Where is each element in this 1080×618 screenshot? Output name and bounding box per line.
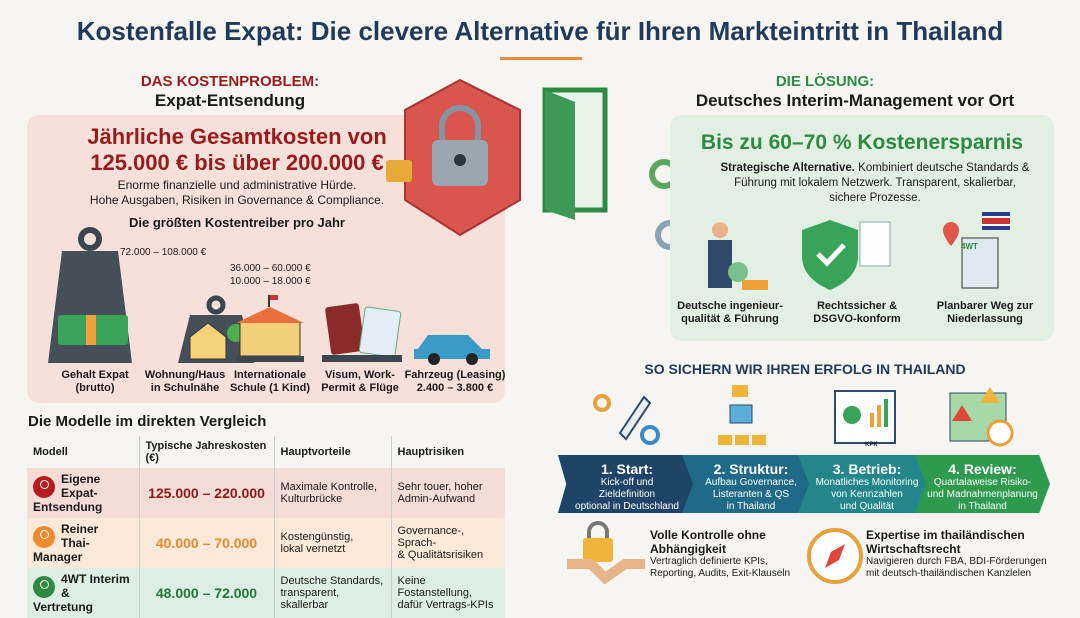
page-title: Kostenfalle Expat: Die clevere Alternati… bbox=[76, 16, 1004, 46]
process-title: SO SICHERN WIR IHREN ERFOLG IN THAILAND bbox=[644, 361, 966, 377]
avatar-icon bbox=[33, 476, 55, 498]
pro-cell: Maximale Kontrolle, Kulturbrücke bbox=[273, 468, 391, 518]
avatar-icon bbox=[33, 576, 55, 598]
label-line: Wohnung/Haus bbox=[144, 369, 226, 381]
problem-subtitle: Expat-Entsendung bbox=[154, 91, 306, 110]
desc-bold: Strategische Alternative. bbox=[720, 162, 855, 174]
avatar-icon bbox=[33, 526, 55, 548]
label-line: in Schulnähe bbox=[150, 382, 220, 394]
problem-description: Enorme finanzielle und administrative Hü… bbox=[27, 178, 447, 208]
headline-line: 125.000 € bis über 200.000 € bbox=[90, 150, 384, 175]
model-cell: Reiner Thai-Manager bbox=[33, 522, 99, 564]
manager-icon bbox=[708, 222, 768, 290]
feature-label: Deutsche ingenieur-qualität & Führung bbox=[677, 300, 783, 325]
table-row: 4WT Interim & Vertretung 48.000 – 72.000 De… bbox=[27, 568, 505, 618]
pro-cell: Deutsche Standards, transparent, skallerb… bbox=[273, 568, 391, 618]
problem-kicker: DAS KOSTENPROBLEM: bbox=[140, 73, 320, 90]
pro-cell: Kostengünstig, lokal vernetzt bbox=[273, 518, 391, 568]
kpi-badge: KPK bbox=[865, 442, 878, 448]
driver-value: 36.000 – 60.000 € bbox=[230, 263, 311, 274]
label-line: Visum, Work- bbox=[325, 369, 395, 381]
driver-label: Wohnung/Haus in Schulnähe bbox=[135, 369, 235, 395]
process-icons bbox=[593, 385, 1014, 447]
driver-label: Internationale Schule (1 Kind) bbox=[220, 369, 320, 395]
passport-icon bbox=[322, 303, 402, 362]
compass-icon bbox=[807, 528, 863, 584]
process-step-4: 4. Review: Quartalaweise Risiko-und Madna… bbox=[915, 455, 1050, 513]
label-line: Internationale bbox=[233, 369, 307, 381]
building-badge: 4WT bbox=[961, 242, 978, 251]
process-step-2: 2. Struktur: Aufbau Governance, Listerante… bbox=[682, 455, 820, 513]
map-warning-icon bbox=[949, 387, 1014, 447]
structure-icon bbox=[718, 385, 766, 445]
driver-label: Gehalt Expat (brutto) bbox=[45, 369, 145, 395]
label-line: Gehalt Expat bbox=[61, 369, 129, 381]
lock-handshake-icon bbox=[567, 521, 645, 585]
problem-headline: Jährliche Gesamtkosten von 125.000 € bis … bbox=[27, 124, 447, 176]
label-line: 2.400 – 3.800 € bbox=[416, 382, 494, 394]
cost-cell: 40.000 – 70.000 bbox=[138, 518, 274, 568]
drivers-title: Die größten Kostentreiber pro Jahr bbox=[129, 215, 345, 230]
label-line: (brutto) bbox=[75, 382, 115, 394]
benefit-control: Volle Kontrolle ohne Abhängigkeit Vertragl… bbox=[650, 528, 791, 579]
car-icon bbox=[414, 335, 490, 365]
feature-icons bbox=[708, 212, 1010, 290]
header-cell: Hauptrisiken bbox=[390, 436, 505, 468]
cost-driver-icons bbox=[48, 227, 490, 365]
building-flag-icon bbox=[943, 212, 1010, 289]
driver-value: 10.000 – 18.000 € bbox=[230, 276, 311, 287]
solution-kicker: DIE LÖSUNG: bbox=[775, 73, 875, 90]
school-icon bbox=[236, 295, 304, 362]
process-step-1: 1. Start: Kick-off und Zieldefinition optio… bbox=[558, 455, 696, 513]
model-cell: 4WT Interim & Vertretung bbox=[33, 572, 130, 614]
feature-label: Planbarer Weg zur Niederlassung bbox=[936, 300, 1034, 325]
money-weight-icon bbox=[48, 227, 132, 363]
solution-description: Strategische Alternative. Kombiniert deu… bbox=[720, 161, 1030, 206]
benefit-expertise: Expertise im thailändischen Wirtschaftsre… bbox=[866, 528, 1047, 579]
driver-label: Visum, Work- Permit & Flüge bbox=[310, 369, 410, 395]
benefit-icons bbox=[567, 521, 863, 585]
desc-line: Enorme finanzielle und administrative Hü… bbox=[117, 178, 357, 192]
driver-label: Fahrzeug (Leasing) 2.400 – 3.800 € bbox=[400, 369, 510, 395]
label-line: Fahrzeug (Leasing) bbox=[404, 369, 506, 381]
table-header: Modell Typische Jahreskosten (€) Hauptvort… bbox=[27, 436, 505, 468]
dashboard-icon bbox=[834, 390, 896, 444]
solution-subtitle: Deutsches Interim-Management vor Ort bbox=[695, 91, 1015, 110]
risk-cell: Sehr touer, hoher Admin-Aufwand bbox=[390, 468, 505, 518]
title-underline bbox=[500, 57, 582, 60]
shield-check-icon bbox=[802, 220, 891, 290]
process-step-3: 3. Betrieb: Monatliches Monitoring von Ken… bbox=[798, 455, 936, 513]
model-cell: Eigene Expat- Entsendung bbox=[33, 472, 103, 514]
table-row: Reiner Thai-Manager 40.000 – 70.000 Kosteng… bbox=[27, 518, 505, 568]
label-line: Schule (1 Kind) bbox=[229, 382, 311, 394]
driver-value: 72.000 – 108.000 € bbox=[120, 247, 207, 258]
comparison-title: Die Modelle im direkten Vergleich bbox=[28, 413, 267, 430]
header-cell: Modell bbox=[33, 446, 68, 458]
risk-cell: Governance-, Sprach- & Qualitätsrisiken bbox=[390, 518, 505, 568]
label-line: Permit & Flüge bbox=[321, 382, 399, 394]
feature-label: Rechtssicher & DSGVO-konform bbox=[813, 300, 901, 325]
table-row: Eigene Expat- Entsendung 125.000 – 220.000… bbox=[27, 468, 505, 518]
cost-cell: 48.000 – 72.000 bbox=[138, 568, 274, 618]
small-padlock-icon bbox=[386, 160, 412, 182]
cost-cell: 125.000 – 220.000 bbox=[138, 468, 274, 518]
solution-headline: Bis zu 60–70 % Kostenersparnis bbox=[700, 131, 1024, 154]
headline-line: Jährliche Gesamtkosten von bbox=[87, 124, 387, 149]
rocket-icon bbox=[593, 394, 660, 445]
header-cell: Typische Jahreskosten (€) bbox=[138, 436, 274, 468]
desc-text: Kombiniert deutsche Standards & Führung … bbox=[734, 162, 1030, 204]
lock-door-illustration bbox=[386, 78, 680, 250]
comparison-table: Modell Typische Jahreskosten (€) Hauptvort… bbox=[27, 436, 505, 618]
header-cell: Hauptvorteile bbox=[273, 436, 391, 468]
risk-cell: Keine Fostanstellung, dafür Vertrags-KPIs bbox=[390, 568, 505, 618]
desc-line: Hohe Ausgaben, Risiken in Governance & C… bbox=[89, 193, 385, 207]
